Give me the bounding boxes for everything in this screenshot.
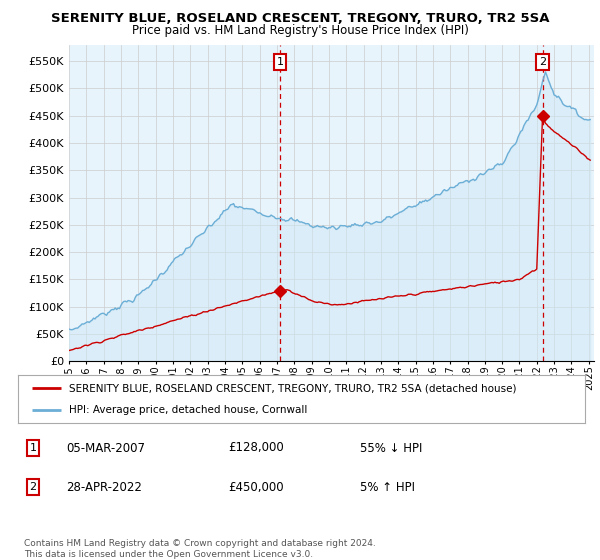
Text: SERENITY BLUE, ROSELAND CRESCENT, TREGONY, TRURO, TR2 5SA: SERENITY BLUE, ROSELAND CRESCENT, TREGON… [51,12,549,25]
Text: SERENITY BLUE, ROSELAND CRESCENT, TREGONY, TRURO, TR2 5SA (detached house): SERENITY BLUE, ROSELAND CRESCENT, TREGON… [69,383,517,393]
Text: £128,000: £128,000 [228,441,284,455]
Text: This data is licensed under the Open Government Licence v3.0.: This data is licensed under the Open Gov… [24,550,313,559]
Text: 1: 1 [29,443,37,453]
Text: HPI: Average price, detached house, Cornwall: HPI: Average price, detached house, Corn… [69,405,307,415]
Text: £450,000: £450,000 [228,480,284,494]
Text: Price paid vs. HM Land Registry's House Price Index (HPI): Price paid vs. HM Land Registry's House … [131,24,469,36]
Text: 28-APR-2022: 28-APR-2022 [66,480,142,494]
Text: Contains HM Land Registry data © Crown copyright and database right 2024.: Contains HM Land Registry data © Crown c… [24,539,376,548]
Text: 5% ↑ HPI: 5% ↑ HPI [360,480,415,494]
Text: 1: 1 [277,57,283,67]
Text: 2: 2 [29,482,37,492]
Text: 05-MAR-2007: 05-MAR-2007 [66,441,145,455]
Text: 2: 2 [539,57,546,67]
Text: 55% ↓ HPI: 55% ↓ HPI [360,441,422,455]
